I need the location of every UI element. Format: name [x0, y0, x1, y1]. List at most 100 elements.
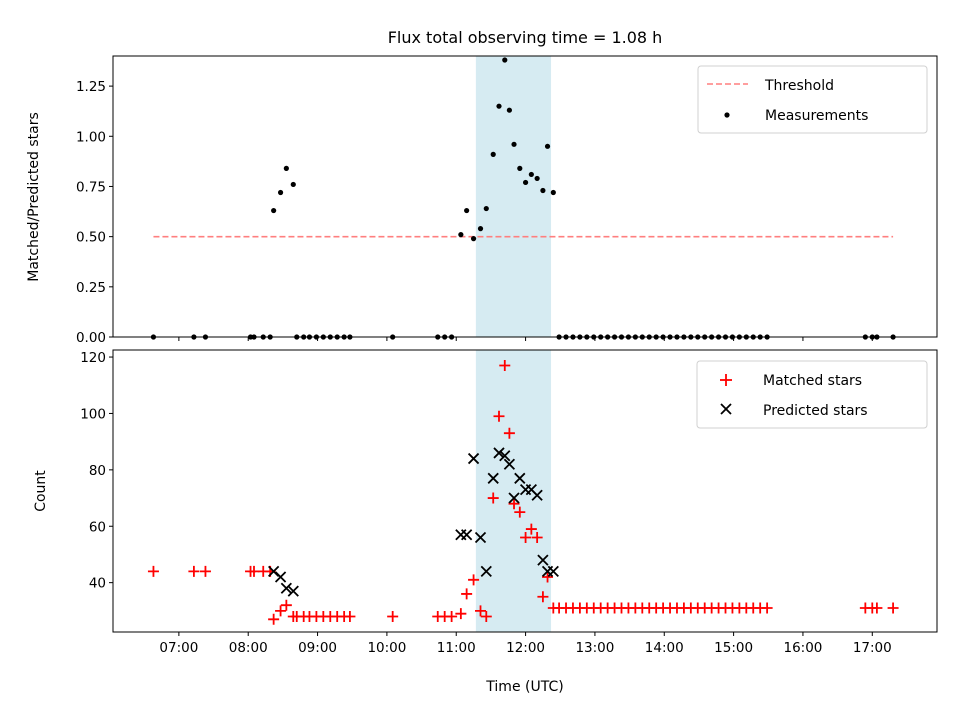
ratio-y-tick-label: 0.75: [76, 179, 106, 195]
x-tick-label: 07:00: [159, 640, 198, 656]
ratio-y-tick-label: 0.50: [76, 230, 106, 246]
predicted-star-point: [474, 531, 487, 544]
measurements-legend-label: Measurements: [765, 108, 868, 124]
matched-star-point: [475, 605, 487, 617]
ratio-y-tick-label: 0.00: [76, 330, 106, 346]
matched-star-point: [520, 532, 532, 544]
count-y-axis: 40 60 80 100 120: [80, 350, 113, 592]
ratio-legend-box: [697, 65, 928, 134]
matched-star-point: [542, 571, 554, 583]
count-legend: Matched stars Predicted stars: [696, 360, 928, 429]
matched-star-point: [871, 602, 883, 614]
predicted-legend-swatch: [720, 403, 732, 415]
matched-star-point: [493, 410, 505, 422]
measurement-point: [550, 189, 556, 196]
predicted-star-point: [499, 450, 511, 462]
x-tick-label: 11:00: [437, 640, 476, 656]
matched-star-point: [503, 427, 515, 439]
threshold-legend-label: Threshold: [764, 78, 834, 94]
count-y-label: Count: [33, 470, 49, 512]
count-panel: 40 60 80 100 120 07:00 08:00 09:00 10:00 11:00 12…: [33, 349, 938, 695]
matched-legend-label: Matched stars: [763, 373, 862, 389]
matched-star-point: [199, 565, 211, 577]
measurement-point: [464, 207, 470, 214]
x-tick-label: 14:00: [645, 640, 684, 656]
ratio-x-ticks: [178, 337, 873, 341]
matched-star-point: [248, 565, 260, 577]
x-tick-label: 17:00: [853, 640, 892, 656]
count-marks: [147, 360, 899, 625]
measurement-point: [544, 143, 551, 149]
measurement-point: [277, 189, 284, 196]
predicted-star-point: [493, 447, 505, 459]
matched-star-point: [508, 498, 520, 510]
predicted-star-point: [280, 582, 292, 594]
predicted-star-point: [274, 571, 287, 583]
x-axis-label: Time (UTC): [485, 679, 563, 695]
predicted-star-point: [547, 565, 559, 578]
predicted-star-point: [467, 452, 480, 465]
ratio-panel: 0.00 0.25 0.50 0.75 1.00 1.25 Matched/Predict…: [26, 55, 938, 346]
ratio-y-tick-label: 1.00: [76, 129, 106, 145]
matched-star-point: [499, 360, 511, 372]
matched-star-point: [188, 565, 200, 577]
ratio-axes-frame: [112, 55, 938, 338]
count-highlight-span: [475, 350, 552, 632]
matched-star-point: [525, 523, 537, 535]
count-x-axis: 07:00 08:00 09:00 10:00 11:00 12:00 13:00 14:00…: [159, 632, 892, 656]
count-y-tick-label: 60: [89, 519, 106, 535]
x-tick-label: 16:00: [783, 640, 822, 656]
x-tick-label: 12:00: [506, 640, 545, 656]
measurement-point: [496, 103, 502, 109]
predicted-star-point: [531, 489, 543, 501]
ratio-y-tick-label: 0.25: [76, 280, 106, 296]
count-y-tick-label: 80: [89, 463, 106, 479]
predicted-star-point: [480, 565, 492, 578]
measurement-point: [506, 107, 512, 113]
predicted-star-point: [487, 472, 499, 484]
matched-star-point: [537, 591, 549, 603]
matched-legend-swatch: [720, 374, 732, 386]
matched-star-point: [275, 605, 287, 617]
measurement-point: [283, 165, 289, 171]
matched-star-point: [514, 506, 526, 518]
ratio-y-axis: 0.00 0.25 0.50 0.75 1.00 1.25: [76, 79, 113, 346]
x-tick-label: 13:00: [575, 640, 614, 656]
count-y-tick-label: 40: [89, 576, 106, 592]
count-y-tick-label: 120: [80, 350, 106, 366]
x-tick-label: 10:00: [367, 640, 406, 656]
measurement-point: [290, 181, 296, 188]
matched-star-point: [455, 608, 467, 620]
measurements-legend-swatch: [724, 112, 730, 118]
matched-star-point: [446, 610, 458, 622]
ratio-y-label: Matched/Predicted stars: [26, 112, 42, 282]
measurement-point: [458, 232, 464, 238]
matched-star-point: [387, 610, 399, 622]
measurement-point: [470, 236, 477, 242]
predicted-star-point: [287, 585, 299, 597]
measurement-point: [540, 187, 546, 194]
matched-star-point: [761, 602, 773, 614]
measurement-point: [271, 207, 277, 214]
chart-title: Flux total observing time = 1.08 h: [388, 28, 663, 47]
matched-star-point: [887, 602, 899, 614]
measurement-point: [528, 171, 534, 178]
x-tick-label: 09:00: [298, 640, 337, 656]
count-y-tick-label: 100: [80, 406, 106, 422]
x-tick-label: 15:00: [714, 640, 753, 656]
ratio-highlight-span: [475, 56, 552, 337]
measurement-point: [511, 141, 517, 147]
measurement-point: [490, 151, 496, 157]
predicted-legend-label: Predicted stars: [763, 403, 868, 419]
matched-star-point: [344, 610, 356, 622]
ratio-legend: Threshold Measurements: [697, 65, 928, 134]
predicted-star-point: [503, 458, 516, 470]
measurement-point: [522, 179, 529, 186]
predicted-star-point: [537, 554, 549, 566]
measurement-point: [483, 205, 489, 212]
matched-star-point: [461, 588, 473, 600]
ratio-y-tick-label: 1.25: [76, 79, 106, 95]
measurement-point: [534, 175, 540, 182]
matched-star-point: [480, 610, 492, 622]
